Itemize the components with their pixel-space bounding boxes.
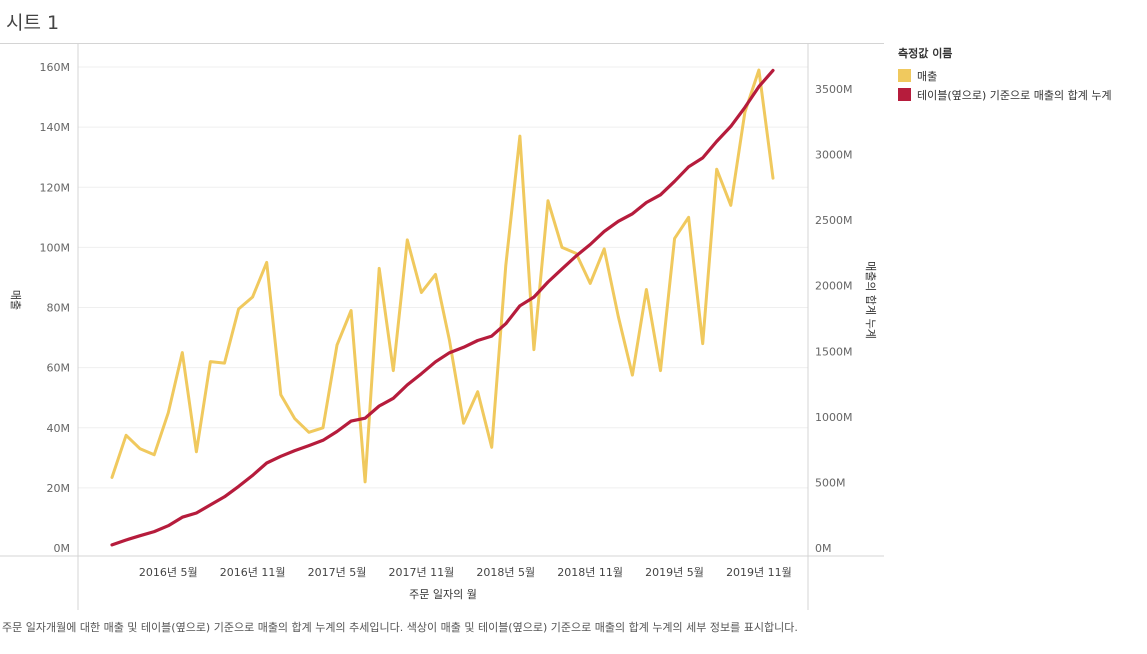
left-tick-label: 40M bbox=[47, 422, 71, 435]
legend-title: 측정값 이름 bbox=[898, 47, 953, 60]
right-tick-label: 3000M bbox=[815, 149, 853, 162]
x-tick-label: 2016년 11월 bbox=[220, 566, 286, 579]
left-tick-label: 100M bbox=[40, 241, 71, 254]
gridlines bbox=[78, 66, 808, 489]
x-tick-label: 2018년 11월 bbox=[557, 566, 623, 579]
series-line-sales bbox=[110, 68, 775, 484]
x-axis-ticks: 2016년 5월 2016년 11월 2017년 5월 2017년 11월 2018년 … bbox=[139, 566, 792, 579]
right-tick-label: 3500M bbox=[815, 83, 853, 96]
left-tick-label: 60M bbox=[47, 362, 71, 375]
legend-label-running-total: 테이블(옆으로) 기준으로 매출의 합계 누계 bbox=[917, 88, 1112, 102]
x-tick-label: 2019년 5월 bbox=[645, 566, 704, 579]
right-tick-label: 500M bbox=[815, 476, 846, 489]
chart-frame bbox=[0, 44, 884, 610]
title-divider bbox=[0, 43, 884, 44]
legend-item-sales[interactable]: 매출 bbox=[898, 66, 1112, 85]
series-line-running-total bbox=[110, 68, 775, 547]
right-tick-label: 1500M bbox=[815, 345, 853, 358]
left-tick-label: 120M bbox=[40, 181, 71, 194]
right-tick-label: 2500M bbox=[815, 214, 853, 227]
sheet-title: 시트 1 bbox=[6, 12, 60, 34]
left-tick-label: 140M bbox=[40, 121, 71, 134]
left-tick-label: 160M bbox=[40, 61, 71, 74]
x-tick-label: 2017년 5월 bbox=[308, 566, 367, 579]
x-tick-label: 2016년 5월 bbox=[139, 566, 198, 579]
legend: 측정값 이름 매출 테이블(옆으로) 기준으로 매출의 합계 누계 bbox=[898, 45, 1112, 104]
right-tick-label: 1000M bbox=[815, 411, 853, 424]
legend-item-running-total[interactable]: 테이블(옆으로) 기준으로 매출의 합계 누계 bbox=[898, 85, 1112, 104]
x-tick-label: 2017년 11월 bbox=[389, 566, 455, 579]
left-axis-title: 매출 bbox=[9, 290, 22, 310]
x-axis-title: 주문 일자의 월 bbox=[409, 587, 477, 601]
right-axis-title: 매출의 합계 누계 bbox=[864, 261, 877, 339]
left-tick-label: 0M bbox=[54, 542, 71, 555]
series-lines bbox=[110, 68, 775, 547]
legend-label-sales: 매출 bbox=[917, 69, 938, 83]
left-tick-label: 20M bbox=[47, 482, 71, 495]
right-axis-ticks: 0M 500M 1000M 1500M 2000M 2500M 3000M 3500M bbox=[815, 83, 853, 555]
legend-swatch-running-total bbox=[898, 88, 911, 101]
chart-caption: 주문 일자개월에 대한 매출 및 테이블(옆으로) 기준으로 매출의 합계 누계… bbox=[2, 621, 798, 634]
x-tick-label: 2019년 11월 bbox=[726, 566, 792, 579]
legend-swatch-sales bbox=[898, 69, 911, 82]
right-tick-label: 2000M bbox=[815, 280, 853, 293]
right-tick-label: 0M bbox=[815, 542, 832, 555]
x-tick-label: 2018년 5월 bbox=[476, 566, 535, 579]
left-tick-label: 80M bbox=[47, 302, 71, 315]
left-axis-ticks: 0M 20M 40M 60M 80M 100M 120M 140M 160M bbox=[40, 61, 71, 555]
